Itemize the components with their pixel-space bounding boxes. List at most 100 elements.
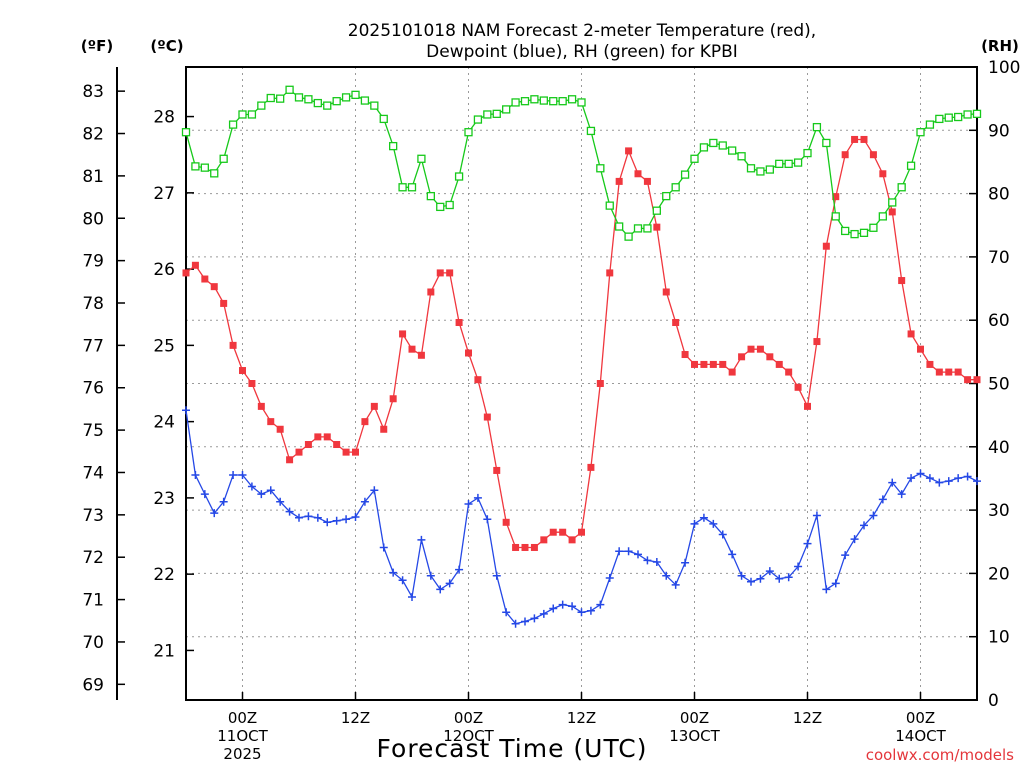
series-rh <box>181 85 982 241</box>
data-point <box>897 490 906 499</box>
data-point <box>342 515 351 524</box>
fahrenheit-tick-label: 73 <box>82 506 104 526</box>
data-point <box>520 97 530 106</box>
time-tick-label: 11OCT <box>217 727 268 745</box>
data-point <box>869 223 878 232</box>
data-point <box>483 515 492 524</box>
data-point <box>879 170 887 178</box>
rh-axis: 0 10 20 30 40 50 60 70 80 90 100 <box>969 58 1020 711</box>
rh-tick-label: 20 <box>988 564 1010 584</box>
data-point <box>738 353 746 361</box>
data-point <box>323 518 332 527</box>
data-point <box>813 338 821 346</box>
data-point <box>944 113 953 122</box>
data-point <box>285 507 294 516</box>
data-point <box>652 557 661 566</box>
data-point <box>521 543 529 551</box>
data-point <box>332 516 341 525</box>
data-point <box>878 212 887 221</box>
data-point <box>888 478 897 487</box>
data-point <box>756 574 765 583</box>
data-point <box>247 482 256 491</box>
data-point <box>578 528 585 536</box>
data-point <box>945 368 953 376</box>
data-point <box>898 277 906 285</box>
data-point <box>615 222 624 231</box>
data-point <box>841 151 849 159</box>
data-point <box>426 191 435 201</box>
data-point <box>341 93 351 102</box>
data-point <box>200 490 209 499</box>
data-point <box>266 93 275 103</box>
data-point <box>417 535 426 544</box>
data-point <box>700 360 708 368</box>
data-point <box>699 513 708 522</box>
rh-tick-label: 0 <box>988 691 999 711</box>
data-point <box>332 97 341 106</box>
data-point <box>473 493 482 502</box>
data-point <box>832 193 840 201</box>
data-point <box>239 367 246 375</box>
time-tick-label: 13OCT <box>669 727 720 745</box>
data-point <box>737 571 746 580</box>
plot-area <box>181 85 982 628</box>
data-point <box>822 138 831 148</box>
data-point <box>916 128 925 137</box>
data-point <box>210 169 219 178</box>
data-point <box>634 170 642 178</box>
data-point <box>662 571 671 580</box>
data-point <box>785 368 793 376</box>
data-point <box>417 154 426 163</box>
data-point <box>728 146 737 155</box>
data-point <box>276 94 285 103</box>
data-point <box>568 602 577 611</box>
rh-unit-label: (RH) <box>981 37 1019 55</box>
fahrenheit-tick-label: 76 <box>82 379 104 399</box>
rh-tick-label: 60 <box>988 311 1010 331</box>
data-point <box>605 573 614 582</box>
x-axis-label: Forecast Time (UTC) <box>377 734 648 763</box>
data-point <box>775 574 784 583</box>
data-point <box>228 120 238 129</box>
data-point <box>916 469 925 478</box>
data-point <box>436 585 445 594</box>
data-point <box>596 164 605 173</box>
data-point <box>672 318 680 326</box>
data-point <box>398 576 407 585</box>
data-point <box>803 148 812 158</box>
data-point <box>389 141 398 151</box>
data-point <box>963 110 972 119</box>
data-point <box>671 183 680 192</box>
data-point <box>897 183 906 192</box>
data-point <box>765 165 774 174</box>
data-point <box>464 499 473 508</box>
data-point <box>427 288 435 296</box>
series-temperature <box>182 135 981 551</box>
data-point <box>709 360 717 368</box>
data-point <box>850 535 859 544</box>
rh-tick-label: 10 <box>988 628 1010 648</box>
rh-tick-label: 100 <box>988 58 1020 78</box>
data-point <box>511 98 520 107</box>
data-point <box>407 183 417 192</box>
data-point <box>973 376 981 384</box>
data-point <box>276 497 285 506</box>
data-point <box>568 536 576 544</box>
data-point <box>181 128 191 137</box>
data-point <box>888 208 896 216</box>
data-point <box>681 351 689 359</box>
data-point <box>878 495 887 504</box>
fahrenheit-axis: 69 70 71 72 73 74 75 76 77 78 79 80 81 82 83 <box>82 82 125 695</box>
time-tick-label: 12OCT <box>443 727 494 745</box>
data-point <box>944 477 953 486</box>
data-point <box>549 528 557 536</box>
fahrenheit-tick-label: 82 <box>82 125 104 145</box>
data-point <box>351 90 360 100</box>
data-point <box>182 406 190 415</box>
data-point <box>624 547 633 556</box>
data-point <box>973 477 981 486</box>
data-point <box>851 135 859 143</box>
data-point <box>465 349 472 357</box>
data-point <box>662 288 670 296</box>
data-point <box>474 376 482 384</box>
